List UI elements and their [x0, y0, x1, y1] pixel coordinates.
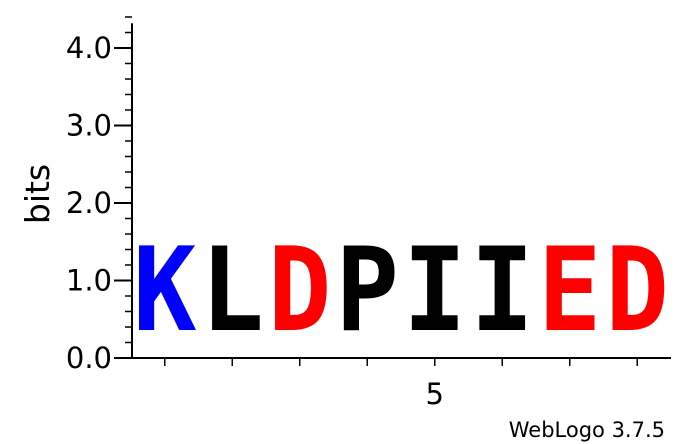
- logo-column: D: [268, 223, 331, 358]
- y-tick-label: 4.0: [66, 31, 112, 65]
- logo-letter: L: [201, 223, 264, 358]
- logo-letter: P: [336, 223, 399, 358]
- y-axis-title: bits: [18, 164, 57, 224]
- x-axis: 5: [131, 357, 671, 411]
- logo-letter: I: [471, 223, 534, 358]
- logo-column: P: [336, 223, 399, 358]
- logo-letter: I: [403, 223, 466, 358]
- logo-column: L: [201, 223, 264, 358]
- logo-column: D: [606, 223, 669, 358]
- x-tick-label: 5: [426, 377, 444, 411]
- y-tick-label: 0.0: [66, 341, 112, 375]
- logo-column: K: [133, 223, 197, 358]
- logo-letter: D: [606, 223, 669, 358]
- y-tick-label: 2.0: [66, 186, 112, 220]
- logo-column: I: [403, 223, 466, 358]
- y-tick-label: 1.0: [66, 264, 112, 298]
- logo-letter: K: [133, 223, 197, 358]
- y-tick-label: 3.0: [66, 109, 112, 143]
- logo-column: E: [538, 223, 601, 358]
- logo-letter: E: [538, 223, 601, 358]
- logo-column: I: [471, 223, 534, 358]
- y-axis: 0.0 1.0 2.0 3.0 4.0: [66, 16, 133, 375]
- weblogo-credit: WebLogo 3.7.5: [509, 418, 665, 442]
- logo-letter: D: [268, 223, 331, 358]
